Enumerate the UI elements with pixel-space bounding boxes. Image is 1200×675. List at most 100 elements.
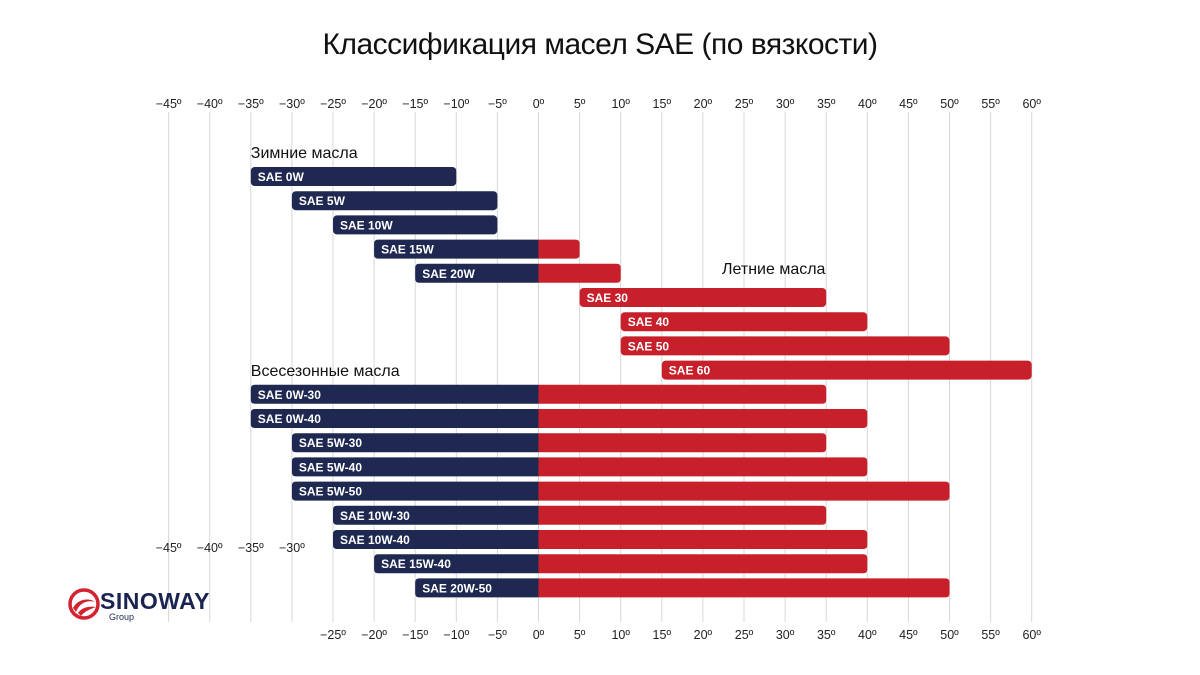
bar-sae-15w-40: SAE 15W-40 [374,554,868,574]
sinoway-logo: SINOWAY Group [68,588,228,624]
bar-segment-cold [415,578,539,598]
bar-label: SAE 40 [628,315,670,329]
bar-label: SAE 20W [422,267,475,281]
bar-segment-cold [374,239,539,259]
x-axis-middle: −45º −40º −35º −30º [156,541,306,555]
bottom-tick-label: 30º [776,628,795,642]
bar-segment-cold [333,505,539,525]
bar-label: SAE 20W-50 [422,581,492,595]
bar-segment-cold [250,409,539,428]
x-axis-bottom: −25º −20º −15º −10º −5º 0º 5º 10º 15º 20º 25º 30º 35… [320,628,1041,642]
bar-segment-cold [250,167,457,186]
bar-sae-20w: SAE 20W [415,263,621,283]
bar-segment-warm [538,530,868,549]
bar-sae-10w-40: SAE 10W-40 [333,530,868,549]
bottom-tick-label: 50º [940,628,959,642]
bar-sae-10w-30: SAE 10W-30 [333,505,827,525]
top-tick-label: 45º [899,97,918,111]
bar-label: SAE 15W [381,243,434,257]
logo-subtitle: Group [109,612,135,622]
group-label: Летние масла [722,261,826,278]
top-tick-label: 60º [1022,97,1041,111]
bar-segment-cold [374,554,539,574]
group-label: Зимние масла [251,145,358,162]
bar-segment-warm [579,288,827,307]
bottom-tick-label: 0º [533,628,545,642]
mid-tick-label: −30º [279,541,305,555]
top-tick-label: 0º [533,97,545,111]
bar-label: SAE 10W [340,218,393,232]
bar-segment-warm [620,336,950,356]
top-tick-label: 30º [776,97,795,111]
top-tick-label: −25º [320,97,346,111]
bottom-tick-label: −20º [361,628,387,642]
top-tick-label: −40º [197,97,223,111]
top-tick-label: 55º [981,97,1000,111]
top-tick-label: −15º [402,97,428,111]
mid-tick-label: −45º [156,541,182,555]
top-tick-label: −10º [443,97,469,111]
bar-segment-cold [291,481,539,501]
bar-label: SAE 5W-30 [299,436,362,450]
bar-sae-15w: SAE 15W [374,239,580,259]
bar-segment-cold [291,457,539,477]
top-tick-label: −30º [279,97,305,111]
bottom-tick-label: 20º [694,628,713,642]
bar-label: SAE 60 [669,364,711,378]
bottom-tick-label: 60º [1022,628,1041,642]
bar-label: SAE 50 [628,339,670,353]
top-tick-label: 25º [735,97,754,111]
bar-sae-0w: SAE 0W [250,167,457,186]
top-tick-label: 10º [611,97,630,111]
bottom-tick-label: −25º [320,628,346,642]
bar-segment-warm [538,433,827,453]
bar-label: SAE 5W-50 [299,485,362,499]
bar-segment-warm [538,409,868,428]
top-tick-label: 40º [858,97,877,111]
top-tick-label: 20º [694,97,713,111]
bar-sae-5w-30: SAE 5W-30 [291,433,827,453]
bar-sae-40: SAE 40 [620,312,868,332]
bottom-tick-label: −10º [443,628,469,642]
bar-label: SAE 0W-40 [258,412,321,426]
top-tick-label: 5º [574,97,586,111]
top-tick-label: −20º [361,97,387,111]
bars: SAE 0W SAE 5W SAE 10W SAE 15W SAE 20W SAE 30 S… [250,167,1032,598]
bar-segment-cold [291,433,539,453]
bar-segment-cold [291,191,498,211]
bar-sae-60: SAE 60 [661,360,1032,380]
bottom-tick-label: 40º [858,628,877,642]
bar-segment-warm [661,360,1032,380]
bar-sae-30: SAE 30 [579,288,827,307]
bar-segment-warm [538,239,580,259]
top-tick-label: 15º [653,97,672,111]
bar-segment-cold [333,530,539,549]
bottom-tick-label: 5º [574,628,586,642]
bar-label: SAE 10W-30 [340,509,410,523]
bar-segment-cold [415,263,539,283]
bar-sae-20w-50: SAE 20W-50 [415,578,950,598]
mid-tick-label: −35º [238,541,264,555]
bar-label: SAE 5W-40 [299,460,362,474]
bar-sae-0w-40: SAE 0W-40 [250,409,868,428]
bar-segment-warm [538,457,868,477]
bottom-tick-label: 35º [817,628,836,642]
bottom-tick-label: −5º [488,628,507,642]
x-axis-top: −45º −40º −35º −30º −25º −20º −15º −10º −5º 0º 5º 1… [156,97,1042,111]
bar-sae-5w-50: SAE 5W-50 [291,481,950,501]
bar-label: SAE 10W-40 [340,533,410,547]
bar-sae-5w: SAE 5W [291,191,498,211]
bar-sae-5w-40: SAE 5W-40 [291,457,868,477]
group-label: Всесезонные масла [251,363,400,380]
bar-segment-cold [333,215,498,235]
bar-segment-warm [538,481,950,501]
bottom-tick-label: −15º [402,628,428,642]
bar-label: SAE 30 [587,291,629,305]
bar-segment-cold [250,384,539,404]
top-tick-label: 50º [940,97,959,111]
bar-segment-warm [538,384,827,404]
top-tick-label: −5º [488,97,507,111]
bar-segment-warm [538,263,621,283]
bottom-tick-label: 15º [653,628,672,642]
